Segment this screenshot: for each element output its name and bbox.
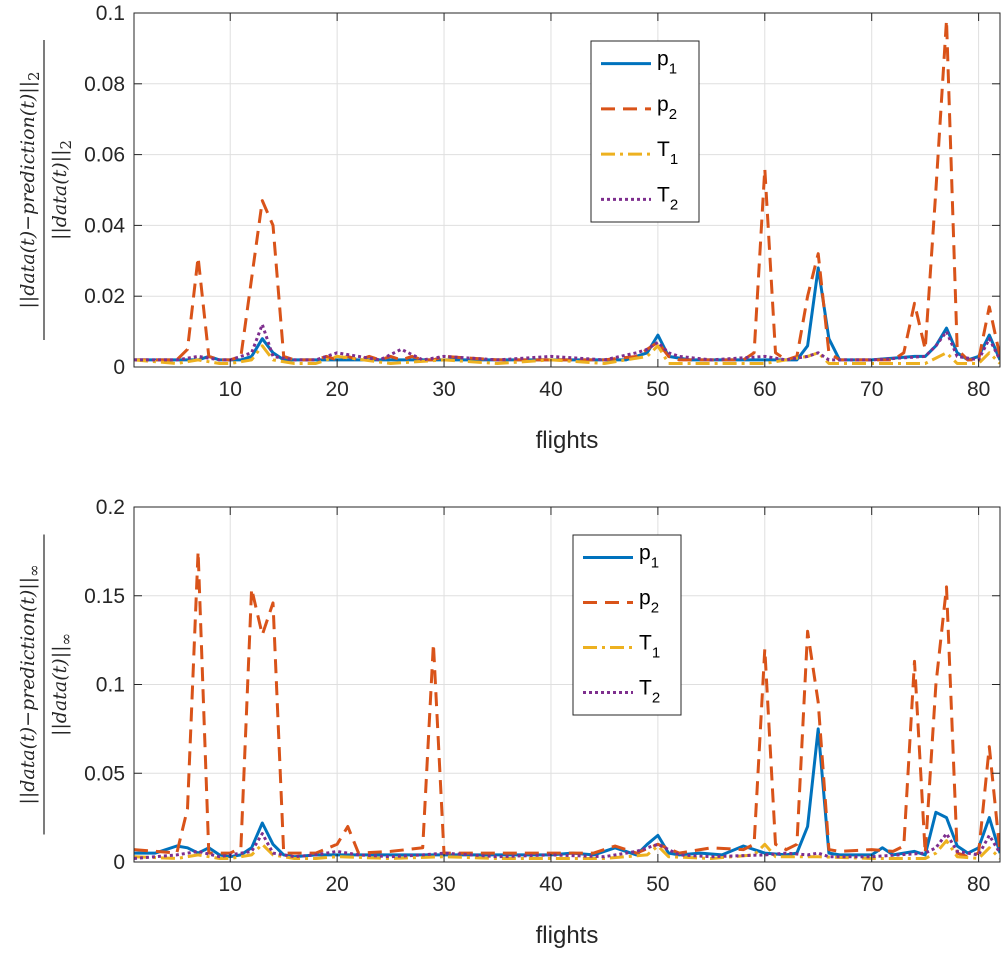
legend-box	[590, 40, 700, 223]
legend-entry-p2: p2	[639, 587, 659, 617]
series-line-p1	[134, 266, 1000, 362]
series-line-T2	[134, 832, 1000, 860]
y-tick-label: 0.05	[84, 762, 125, 785]
x-axis-label: flights	[536, 427, 599, 454]
x-tick-label: 70	[860, 873, 883, 896]
legend-entry-T1: T1	[639, 632, 660, 662]
x-tick-label: 80	[967, 378, 990, 401]
y-tick-label: 0	[113, 851, 125, 874]
chart-bottom: 10 20 30 40 50 60 70 80 0 0.05 0.1 0.15 0.2 flights ||…	[17, 496, 1001, 949]
y-tick-label: 0.02	[84, 285, 125, 308]
legend-entry-p2: p2	[657, 93, 677, 123]
legend-entry-T2: T2	[657, 183, 678, 213]
y-axis-label-numerator: ||data(t)−prediction(t)||∞	[17, 564, 43, 804]
x-tick-label: 30	[432, 873, 455, 896]
series-line-p2	[134, 549, 1000, 859]
y-axis-label-denominator: ||data(t)||∞	[49, 633, 75, 736]
x-tick-label: 20	[325, 873, 348, 896]
x-tick-label: 10	[219, 378, 242, 401]
plot-area	[134, 13, 1000, 367]
legend-entry-T1: T1	[657, 138, 678, 168]
x-tick-label: 40	[539, 378, 562, 401]
x-tick-label: 70	[860, 378, 883, 401]
y-axis-label-denominator: ||data(t)||2	[49, 140, 75, 240]
x-tick-label: 30	[432, 378, 455, 401]
y-tick-label: 0.06	[84, 144, 125, 167]
x-tick-label: 20	[325, 378, 348, 401]
x-tick-label: 60	[753, 873, 776, 896]
y-label-denominator-text: ||data(t)||	[49, 150, 71, 241]
legend: p1 p2 T1 T2	[590, 40, 700, 223]
y-axis-label: ||data(t)−prediction(t)||2||data(t)||2	[17, 40, 75, 340]
y-tick-label: 0.04	[84, 214, 125, 237]
y-label-numerator-text: ||data(t)−prediction(t)||	[17, 577, 39, 805]
y-tick-label: 0.1	[96, 2, 125, 25]
y-tick-label: 0.15	[84, 585, 125, 608]
series-line-T1	[134, 839, 1000, 860]
y-label-denominator-sub: ∞	[57, 633, 75, 646]
x-tick-label: 50	[646, 378, 669, 401]
legend-entry-p1: p1	[657, 48, 677, 78]
axes-box	[133, 12, 1001, 368]
x-tick-label: 40	[539, 873, 562, 896]
x-axis-label: flights	[536, 922, 599, 949]
y-label-numerator-sub: ∞	[25, 564, 43, 577]
y-tick-label: 0.08	[84, 73, 125, 96]
chart-top: 10 20 30 40 50 60 70 80 0 0.02 0.04 0.06 0.08 0.1 flig…	[17, 2, 1001, 454]
y-tick-label: 0	[113, 356, 125, 379]
legend-box	[572, 534, 682, 716]
legend-entry-T2: T2	[639, 677, 660, 707]
series-line-p2	[134, 18, 1000, 362]
legend-entry-p1: p1	[639, 542, 659, 572]
x-tick-label: 80	[967, 873, 990, 896]
y-tick-label: 0.1	[96, 674, 125, 697]
y-label-numerator-text: ||data(t)−prediction(t)||	[17, 81, 39, 309]
x-tick-label: 10	[219, 873, 242, 896]
series-line-T2	[134, 323, 1000, 362]
y-label-numerator-sub: 2	[25, 71, 43, 81]
series-line-T1	[134, 344, 1000, 365]
y-label-denominator-text: ||data(t)||	[49, 645, 71, 736]
y-axis-label-numerator: ||data(t)−prediction(t)||2	[17, 71, 43, 308]
y-axis-label: ||data(t)−prediction(t)||∞||data(t)||∞	[17, 534, 75, 835]
legend: p1 p2 T1 T2	[572, 534, 682, 716]
x-tick-label: 50	[646, 873, 669, 896]
y-label-denominator-sub: 2	[57, 140, 75, 150]
y-tick-label: 0.2	[96, 496, 125, 519]
x-tick-label: 60	[753, 378, 776, 401]
